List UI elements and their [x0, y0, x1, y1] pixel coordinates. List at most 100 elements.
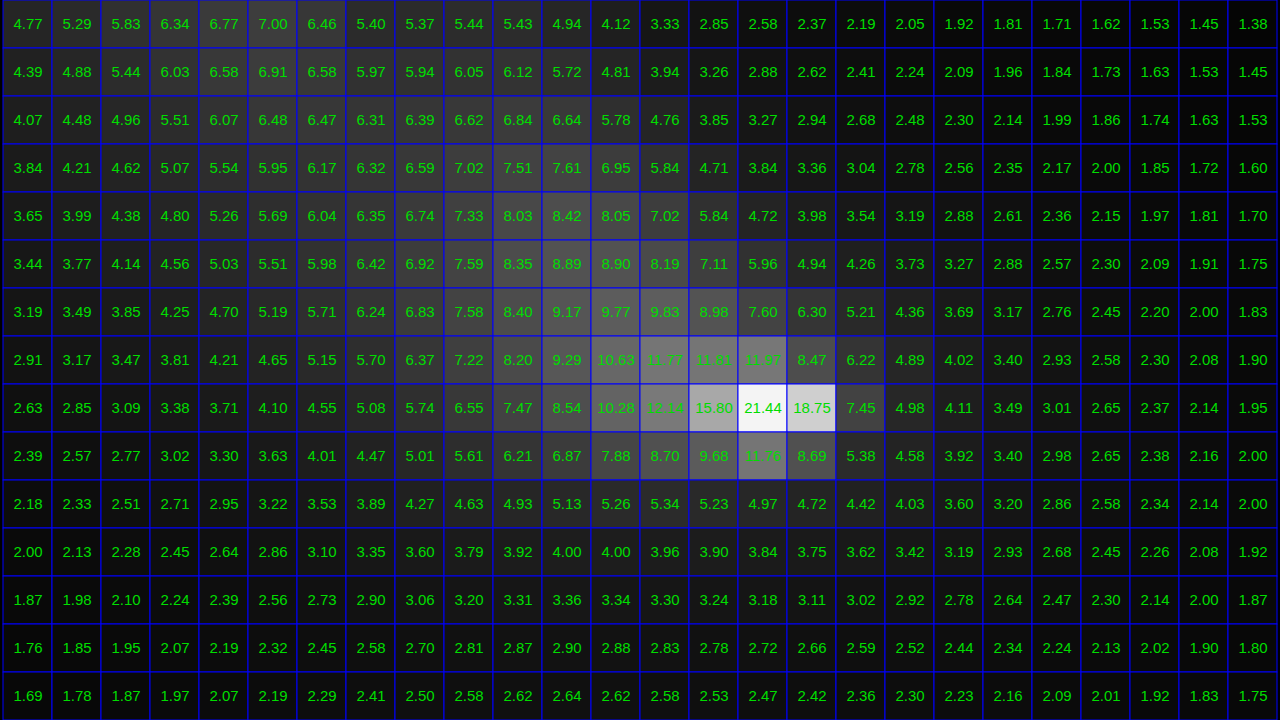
svg-text:1.62: 1.62 [1091, 15, 1120, 32]
svg-text:1.60: 1.60 [1238, 159, 1267, 176]
svg-text:1.92: 1.92 [944, 15, 973, 32]
svg-text:2.05: 2.05 [895, 15, 924, 32]
svg-text:2.08: 2.08 [1189, 351, 1218, 368]
svg-text:1.92: 1.92 [1140, 687, 1169, 704]
svg-text:4.62: 4.62 [111, 159, 140, 176]
svg-text:6.31: 6.31 [356, 111, 385, 128]
svg-text:3.85: 3.85 [111, 303, 140, 320]
svg-text:6.77: 6.77 [209, 15, 238, 32]
svg-text:6.22: 6.22 [846, 351, 875, 368]
svg-text:3.79: 3.79 [454, 543, 483, 560]
svg-text:7.22: 7.22 [454, 351, 483, 368]
svg-text:3.19: 3.19 [13, 303, 42, 320]
svg-text:3.63: 3.63 [258, 447, 287, 464]
svg-text:5.83: 5.83 [111, 15, 140, 32]
svg-text:6.35: 6.35 [356, 207, 385, 224]
svg-text:4.96: 4.96 [111, 111, 140, 128]
svg-text:2.30: 2.30 [1091, 255, 1120, 272]
svg-text:6.30: 6.30 [797, 303, 826, 320]
svg-text:7.33: 7.33 [454, 207, 483, 224]
svg-text:2.24: 2.24 [895, 63, 924, 80]
svg-text:3.10: 3.10 [307, 543, 336, 560]
svg-text:4.56: 4.56 [160, 255, 189, 272]
svg-text:2.72: 2.72 [748, 639, 777, 656]
svg-text:3.84: 3.84 [748, 543, 777, 560]
svg-text:5.69: 5.69 [258, 207, 287, 224]
svg-text:1.53: 1.53 [1189, 63, 1218, 80]
svg-text:6.12: 6.12 [503, 63, 532, 80]
svg-text:2.37: 2.37 [1140, 399, 1169, 416]
svg-text:4.76: 4.76 [650, 111, 679, 128]
svg-text:1.76: 1.76 [13, 639, 42, 656]
svg-text:8.54: 8.54 [552, 399, 581, 416]
svg-text:15.80: 15.80 [695, 399, 733, 416]
svg-text:2.07: 2.07 [160, 639, 189, 656]
svg-text:2.00: 2.00 [1091, 159, 1120, 176]
svg-text:5.96: 5.96 [748, 255, 777, 272]
svg-text:4.36: 4.36 [895, 303, 924, 320]
svg-text:2.65: 2.65 [1091, 447, 1120, 464]
svg-text:7.58: 7.58 [454, 303, 483, 320]
svg-text:3.33: 3.33 [650, 15, 679, 32]
svg-text:1.87: 1.87 [1238, 591, 1267, 608]
svg-text:3.53: 3.53 [307, 495, 336, 512]
svg-text:2.83: 2.83 [650, 639, 679, 656]
svg-text:2.87: 2.87 [503, 639, 532, 656]
svg-text:1.85: 1.85 [62, 639, 91, 656]
svg-text:2.81: 2.81 [454, 639, 483, 656]
svg-text:6.42: 6.42 [356, 255, 385, 272]
svg-text:6.95: 6.95 [601, 159, 630, 176]
svg-text:1.90: 1.90 [1189, 639, 1218, 656]
svg-text:4.77: 4.77 [13, 15, 42, 32]
svg-text:4.94: 4.94 [552, 15, 581, 32]
svg-text:3.02: 3.02 [160, 447, 189, 464]
svg-text:3.92: 3.92 [503, 543, 532, 560]
svg-text:6.58: 6.58 [209, 63, 238, 80]
svg-text:2.48: 2.48 [895, 111, 924, 128]
svg-text:2.19: 2.19 [209, 639, 238, 656]
svg-text:4.93: 4.93 [503, 495, 532, 512]
svg-text:1.70: 1.70 [1238, 207, 1267, 224]
svg-text:4.21: 4.21 [62, 159, 91, 176]
svg-text:1.53: 1.53 [1140, 15, 1169, 32]
svg-text:8.19: 8.19 [650, 255, 679, 272]
svg-text:7.45: 7.45 [846, 399, 875, 416]
svg-text:7.88: 7.88 [601, 447, 630, 464]
svg-text:2.00: 2.00 [1238, 495, 1267, 512]
svg-text:4.03: 4.03 [895, 495, 924, 512]
svg-text:21.44: 21.44 [744, 399, 782, 416]
svg-text:2.58: 2.58 [356, 639, 385, 656]
svg-text:2.26: 2.26 [1140, 543, 1169, 560]
svg-text:1.95: 1.95 [1238, 399, 1267, 416]
svg-text:1.91: 1.91 [1189, 255, 1218, 272]
svg-text:5.19: 5.19 [258, 303, 287, 320]
svg-text:4.72: 4.72 [748, 207, 777, 224]
svg-text:1.53: 1.53 [1238, 111, 1267, 128]
svg-text:6.58: 6.58 [307, 63, 336, 80]
svg-text:1.96: 1.96 [993, 63, 1022, 80]
svg-text:5.43: 5.43 [503, 15, 532, 32]
svg-text:3.54: 3.54 [846, 207, 875, 224]
svg-text:3.40: 3.40 [993, 351, 1022, 368]
svg-text:3.62: 3.62 [846, 543, 875, 560]
svg-text:2.09: 2.09 [1140, 255, 1169, 272]
svg-text:2.14: 2.14 [993, 111, 1022, 128]
svg-text:3.96: 3.96 [650, 543, 679, 560]
svg-text:2.78: 2.78 [944, 591, 973, 608]
svg-text:2.86: 2.86 [1042, 495, 1071, 512]
svg-text:8.69: 8.69 [797, 447, 826, 464]
svg-text:2.36: 2.36 [846, 687, 875, 704]
svg-text:11.77: 11.77 [647, 351, 683, 368]
svg-text:1.80: 1.80 [1238, 639, 1267, 656]
svg-text:2.70: 2.70 [405, 639, 434, 656]
svg-text:6.48: 6.48 [258, 111, 287, 128]
svg-text:2.95: 2.95 [209, 495, 238, 512]
svg-text:2.01: 2.01 [1091, 687, 1120, 704]
svg-text:5.38: 5.38 [846, 447, 875, 464]
svg-text:9.83: 9.83 [650, 303, 679, 320]
svg-text:4.14: 4.14 [111, 255, 140, 272]
svg-text:1.95: 1.95 [111, 639, 140, 656]
svg-text:4.26: 4.26 [846, 255, 875, 272]
svg-text:2.65: 2.65 [1091, 399, 1120, 416]
svg-text:2.00: 2.00 [1189, 303, 1218, 320]
